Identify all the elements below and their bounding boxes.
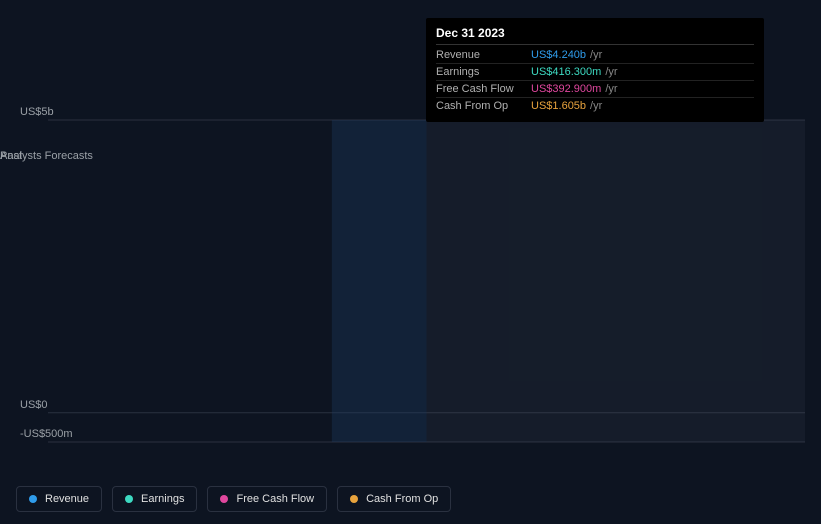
legend-item[interactable]: Cash From Op (337, 486, 451, 512)
tooltip-metric-value: US$416.300m (531, 66, 601, 78)
legend-label: Cash From Op (366, 493, 438, 505)
tooltip-metric-value: US$4.240b (531, 49, 586, 61)
legend-label: Earnings (141, 493, 184, 505)
legend-item[interactable]: Revenue (16, 486, 102, 512)
legend-label: Free Cash Flow (236, 493, 314, 505)
tooltip-row: EarningsUS$416.300m/yr (436, 64, 754, 81)
tooltip-row: Free Cash FlowUS$392.900m/yr (436, 81, 754, 98)
chart-svg (16, 120, 805, 442)
tooltip-row: RevenueUS$4.240b/yr (436, 47, 754, 64)
tooltip-row: Cash From OpUS$1.605b/yr (436, 98, 754, 114)
forecast-label: Analysts Forecasts (0, 150, 93, 162)
legend-swatch (350, 495, 358, 503)
legend-item[interactable]: Earnings (112, 486, 197, 512)
tooltip-metric-label: Free Cash Flow (436, 83, 531, 95)
y-axis-label: US$0 (20, 399, 48, 411)
tooltip-suffix: /yr (605, 83, 617, 95)
legend-item[interactable]: Free Cash Flow (207, 486, 327, 512)
legend-swatch (220, 495, 228, 503)
tooltip-metric-label: Revenue (436, 49, 531, 61)
chart-area: US$5bUS$0-US$500m (16, 120, 805, 442)
tooltip-metric-label: Earnings (436, 66, 531, 78)
tooltip-suffix: /yr (590, 49, 602, 61)
chart-tooltip: Dec 31 2023 RevenueUS$4.240b/yrEarningsU… (426, 18, 764, 122)
tooltip-metric-value: US$392.900m (531, 83, 601, 95)
tooltip-date: Dec 31 2023 (436, 26, 754, 45)
legend-swatch (29, 495, 37, 503)
y-axis-label: -US$500m (20, 428, 73, 440)
tooltip-metric-label: Cash From Op (436, 100, 531, 112)
legend: Revenue Earnings Free Cash Flow Cash From O… (16, 486, 451, 512)
x-axis (16, 452, 805, 472)
legend-label: Revenue (45, 493, 89, 505)
y-axis-label: US$5b (20, 106, 54, 118)
tooltip-suffix: /yr (605, 66, 617, 78)
tooltip-suffix: /yr (590, 100, 602, 112)
tooltip-metric-value: US$1.605b (531, 100, 586, 112)
legend-swatch (125, 495, 133, 503)
